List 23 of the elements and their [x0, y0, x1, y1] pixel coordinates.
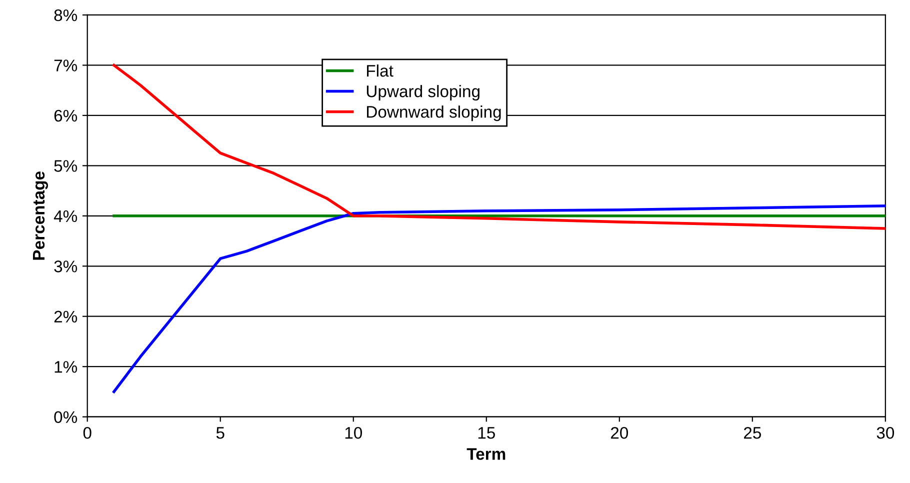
- y-tick-label: 5%: [54, 160, 78, 172]
- x-tick-label: 25: [744, 426, 761, 439]
- y-tick-label: 7%: [54, 60, 78, 72]
- y-tick-label: 2%: [54, 310, 78, 323]
- y-tick-label: 6%: [54, 110, 78, 122]
- y-tick-label: 1%: [54, 361, 78, 373]
- x-tick-label: 5: [216, 427, 224, 439]
- y-tick-label: 3%: [54, 260, 78, 272]
- x-tick-label: 0: [83, 426, 92, 439]
- y-axis-title: Percentage: [32, 172, 48, 260]
- y-tick-label: 8%: [54, 9, 78, 22]
- x-tick-label: 20: [610, 426, 628, 439]
- legend-label: Downward sloping: [367, 106, 501, 122]
- x-tick-label: 10: [345, 426, 362, 439]
- line-series: [112, 204, 886, 394]
- line-series: [112, 64, 886, 230]
- y-tick-label: 0%: [54, 411, 78, 424]
- x-tick-label: 15: [478, 427, 495, 439]
- x-axis-title: Term: [466, 448, 506, 460]
- y-tick-label: 4%: [54, 210, 78, 222]
- legend-label: Upward sloping: [366, 85, 480, 101]
- x-tick-label: 30: [876, 426, 894, 439]
- legend-label: Flat: [367, 64, 394, 77]
